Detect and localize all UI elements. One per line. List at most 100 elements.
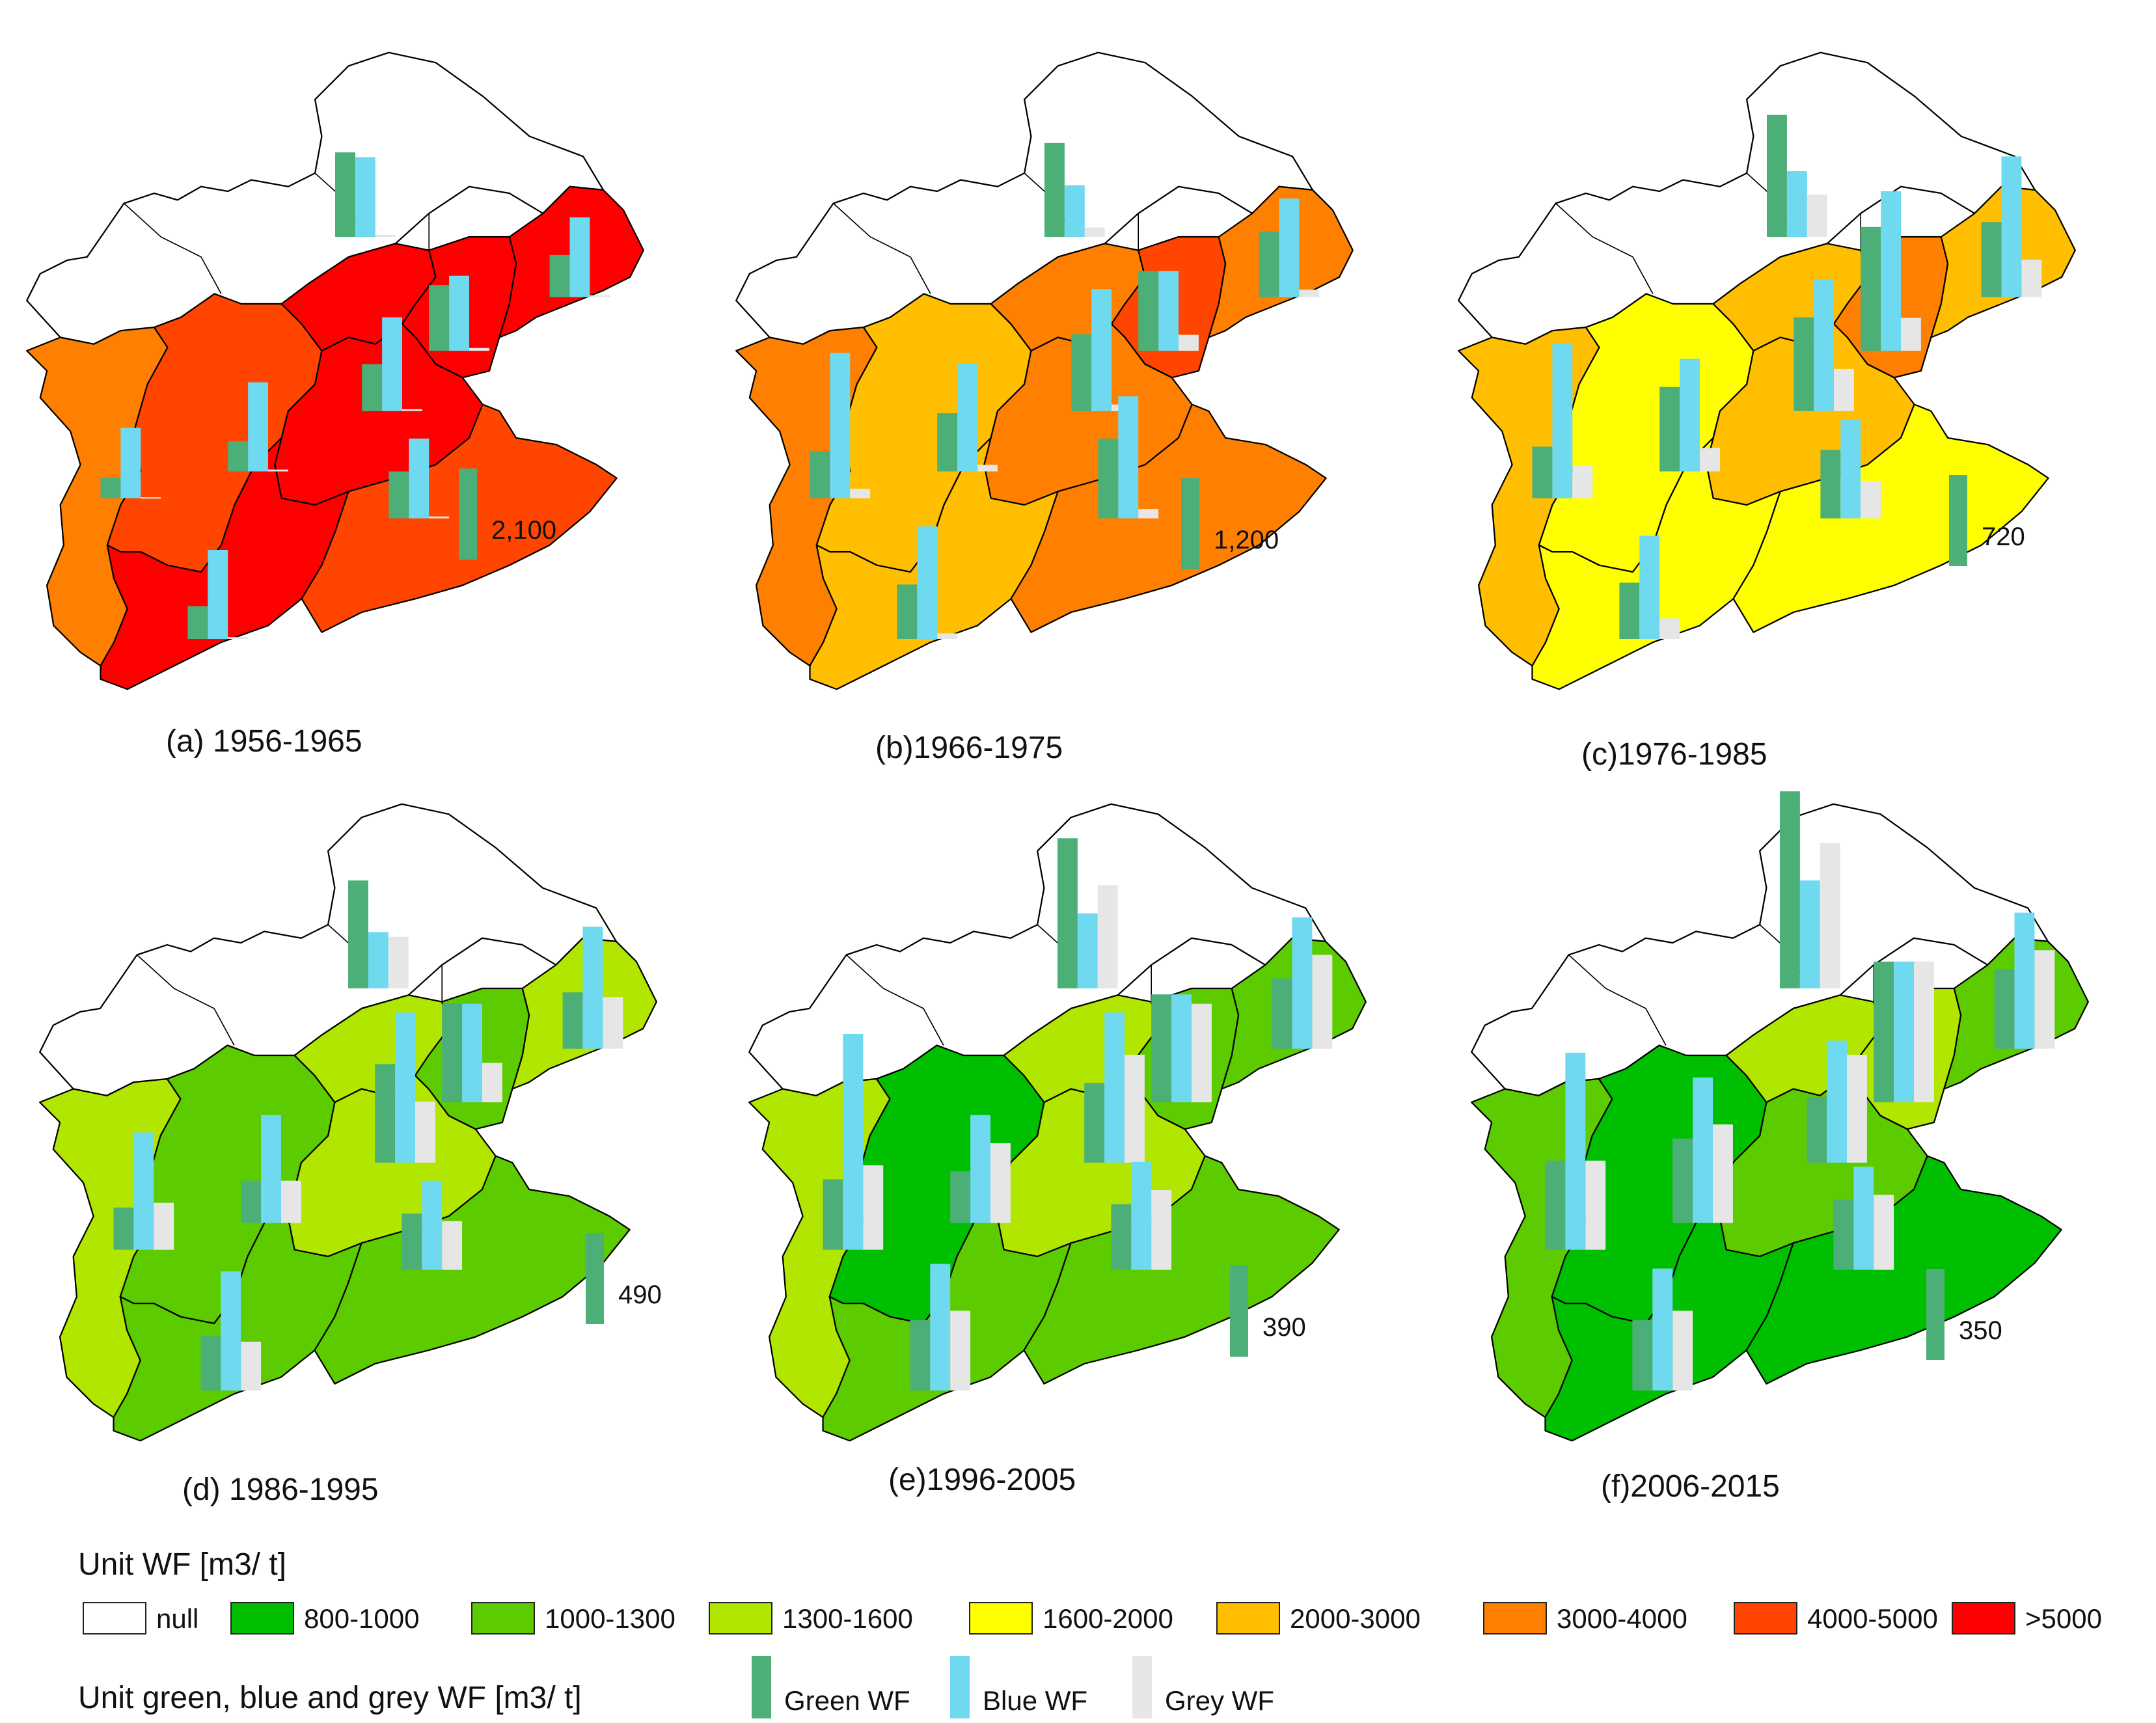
blue-wf-bar <box>2001 156 2022 297</box>
wf-bars-center <box>950 1115 1011 1223</box>
legend-swatch-7 <box>1734 1602 1797 1635</box>
green-wf-bar <box>1138 271 1159 351</box>
blue-wf-bar <box>395 1012 415 1163</box>
wf-bars-center <box>1672 1077 1733 1223</box>
wf-bars-south <box>910 1264 971 1391</box>
grey-wf-bar <box>1672 1310 1693 1391</box>
map-panel-2 <box>735 51 1354 690</box>
wf-bars-center <box>1659 359 1720 472</box>
blue-wf-bar <box>970 1115 990 1223</box>
legend-swatch-6 <box>1483 1602 1547 1635</box>
legend-swatch-0 <box>83 1602 146 1635</box>
wf-bars-tianjin <box>442 1003 502 1103</box>
wf-bars-hebei_e <box>389 439 450 519</box>
grey-wf-bar <box>990 1143 1011 1223</box>
scale-bar <box>586 1233 604 1324</box>
panel-caption: (c)1976-1985 <box>1581 737 1767 772</box>
blue-wf-bar <box>261 1115 281 1223</box>
legend-class-label: 3000-4000 <box>1557 1603 1687 1634</box>
green-wf-bar <box>1058 838 1078 988</box>
wf-bars-hebei_mid <box>1794 279 1854 411</box>
blue-wf-bar <box>843 1034 864 1250</box>
wf-bars-west <box>113 1132 174 1250</box>
grey-wf-bar <box>1125 1054 1145 1163</box>
scale-bar <box>1230 1266 1248 1357</box>
green-wf-bar <box>1272 978 1292 1049</box>
wf-bars-beijing <box>1767 115 1827 237</box>
scale-bar-value: 490 <box>618 1281 662 1309</box>
wf-bars-tianjin <box>1138 271 1199 351</box>
region-southeast <box>1023 1155 1340 1385</box>
wf-bars-west <box>810 353 871 498</box>
wf-bars-beijing <box>1058 838 1118 988</box>
grey-wf-bar <box>2021 260 2042 297</box>
legend-swatch-1 <box>230 1602 294 1635</box>
green-wf-bar <box>562 992 583 1049</box>
legend-component-label: Blue WF <box>983 1685 1087 1716</box>
wf-bars-hebei_mid <box>362 317 422 411</box>
blue-wf-bar <box>120 427 141 498</box>
panel-caption: (f)2006-2015 <box>1601 1469 1780 1504</box>
grey-wf-bar <box>977 465 998 472</box>
grey-wf-bar <box>1847 1054 1867 1163</box>
green-wf-bar <box>1767 115 1787 237</box>
legend-component-title: Unit green, blue and grey WF [m3/ t] <box>78 1681 582 1715</box>
grey-wf-bar <box>1914 961 1934 1103</box>
grey-wf-bar <box>850 489 871 498</box>
grey-wf-bar <box>1192 1003 1212 1103</box>
blue-wf-bar <box>422 1180 443 1270</box>
green-wf-bar <box>1659 387 1680 472</box>
grey-wf-bar <box>402 409 422 411</box>
legend: Unit WF [m3/ t] null 800-1000 1000-1300 1300… <box>78 1547 2102 1718</box>
wf-bars-hebei_e <box>1820 420 1881 519</box>
legend-class-label: 1300-1600 <box>782 1603 913 1634</box>
blue-wf-bar <box>1131 1161 1152 1270</box>
blue-wf-bar <box>917 526 938 639</box>
wf-bars-west <box>100 427 161 499</box>
wf-bars-hebei_mid <box>1807 1040 1867 1163</box>
map-panel-6 <box>1471 791 2089 1442</box>
grey-wf-bar <box>1659 618 1680 639</box>
legend-class-label: 4000-5000 <box>1807 1603 1938 1634</box>
green-wf-bar <box>823 1179 843 1250</box>
grey-wf-bar <box>1179 334 1199 351</box>
green-wf-bar <box>375 1064 396 1163</box>
scale-bar <box>459 468 477 560</box>
grey-wf-bar <box>1097 885 1118 988</box>
blue-wf-bar <box>1786 171 1807 237</box>
legend-swatch-5 <box>1216 1602 1280 1635</box>
wf-bars-hebei_e <box>1098 396 1159 519</box>
green-wf-bar <box>241 1180 262 1223</box>
region-southeast <box>1745 1155 2062 1385</box>
blue-wf-bar <box>1827 1040 1847 1163</box>
grey-wf-bar <box>1585 1160 1606 1250</box>
blue-wf-bar <box>355 157 375 237</box>
map-panel-3 <box>1458 51 2076 690</box>
green-wf-bar <box>937 413 958 472</box>
wf-bars-beijing <box>335 152 396 237</box>
grey-wf-bar <box>1084 227 1105 237</box>
wf-bars-south <box>1632 1268 1693 1391</box>
legend-swatch-4 <box>969 1602 1033 1635</box>
grey-wf-bar <box>590 295 610 297</box>
grey-wf-bar <box>241 1342 262 1391</box>
blue-wf-bar <box>1064 185 1085 237</box>
wf-bars-tianjin <box>1874 961 1934 1103</box>
legend-swatch-8 <box>1952 1602 2015 1635</box>
wf-bars-tianjin <box>1861 191 1921 351</box>
grey-wf-bar <box>1874 1195 1894 1270</box>
scale-bar-value: 2,100 <box>491 516 556 545</box>
blue-wf-bar <box>1171 994 1192 1103</box>
map-panel-5 <box>748 803 1367 1442</box>
green-wf-bar <box>1111 1204 1132 1270</box>
blue-wf-bar <box>930 1264 951 1391</box>
green-wf-bar <box>549 254 570 297</box>
scale-bar <box>1181 478 1199 569</box>
scale-bar <box>1949 475 1967 566</box>
grey-wf-bar <box>2034 950 2055 1049</box>
blue-wf-bar <box>1118 396 1139 519</box>
grey-wf-bar <box>1820 843 1840 988</box>
panel-caption: (d) 1986-1995 <box>182 1472 379 1507</box>
wf-bars-hebei_e <box>1833 1166 1894 1270</box>
grey-wf-bar <box>154 1202 174 1250</box>
